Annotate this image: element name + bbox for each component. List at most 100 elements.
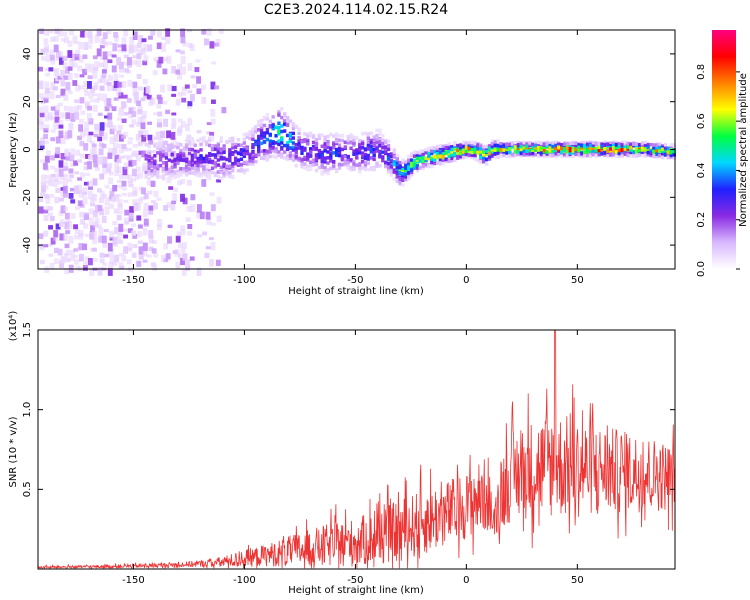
spectrogram-cell xyxy=(228,174,232,179)
spectrogram-cell xyxy=(67,220,73,230)
spectrogram-cell xyxy=(189,256,195,261)
spectrogram-cell xyxy=(50,237,56,245)
spectrogram-cell xyxy=(490,144,495,149)
spectrogram-cell xyxy=(389,173,394,177)
spectrogram-cell xyxy=(366,167,371,172)
spectrogram-cell xyxy=(58,124,64,129)
spectrogram-cell xyxy=(548,149,552,153)
spectrogram-cell xyxy=(337,143,342,147)
spectrogram-cell xyxy=(404,175,408,179)
spectrogram-cell xyxy=(196,166,200,171)
spectrogram-cell xyxy=(116,179,122,184)
spectrogram-cell xyxy=(609,152,613,156)
spectrogram-cell xyxy=(187,231,193,236)
spectrogram-cell xyxy=(433,161,437,166)
spectrogram-cell xyxy=(320,172,324,176)
spectrogram-cell xyxy=(135,153,141,162)
spectrogram-cell xyxy=(109,128,115,135)
spectrogram-cell xyxy=(297,139,301,143)
spectrogram-cell xyxy=(332,143,336,147)
spectrogram-cell xyxy=(516,143,521,147)
spectrogram-cell xyxy=(280,129,284,134)
spectrogram-cell xyxy=(50,137,56,142)
spectrogram-cell xyxy=(97,205,103,212)
spectrogram-cell xyxy=(447,154,451,159)
spectrogram-cell xyxy=(326,161,330,165)
spectrogram-cell xyxy=(323,160,327,164)
spectrogram-cell xyxy=(473,153,477,158)
spectrogram-cell xyxy=(184,157,189,161)
spectrogram-cell xyxy=(136,202,142,211)
spectrogram-cell xyxy=(358,151,362,155)
spectrogram-cell xyxy=(72,80,78,86)
spectrogram-cell xyxy=(493,143,497,148)
spectrogram-cell xyxy=(83,181,89,186)
spectrogram-cell xyxy=(352,167,356,172)
spectrogram-cell xyxy=(216,215,222,222)
spectrogram-cell xyxy=(366,132,371,136)
spectrogram-cell xyxy=(153,153,157,158)
spectrogram-cell xyxy=(87,134,92,143)
spectrogram-cell xyxy=(395,168,399,172)
spectrogram-cell xyxy=(117,81,123,88)
spectrogram-cell xyxy=(415,168,420,173)
spectrogram-cell xyxy=(150,150,156,154)
spectrogram-cell xyxy=(43,128,49,133)
spectrogram-cell xyxy=(68,235,74,244)
spectrogram-cell xyxy=(366,136,371,141)
spectrogram-cell xyxy=(167,146,171,150)
spectrogram-cell xyxy=(202,167,206,171)
spectrogram-cell xyxy=(190,147,195,152)
spectrogram-cell xyxy=(306,141,310,146)
spectrogram-cell xyxy=(375,162,379,167)
spectrogram-cell xyxy=(210,81,216,90)
spectrogram-cell xyxy=(487,157,492,161)
spectrogram-cell xyxy=(182,253,188,261)
spectrogram-cell xyxy=(85,172,90,176)
spectrogram-cell xyxy=(499,154,503,159)
spectrogram-cell xyxy=(38,233,44,240)
spectrogram-cell xyxy=(109,136,115,145)
spectrogram-cell xyxy=(48,225,53,230)
spectrogram-cell xyxy=(60,38,66,42)
spectrogram-cell xyxy=(542,142,547,147)
spectrogram-cell xyxy=(603,147,607,151)
spectrogram-cell xyxy=(476,146,480,151)
spectrogram-cell xyxy=(173,165,177,169)
spectrogram-cell xyxy=(136,215,142,221)
spectrogram-cell xyxy=(196,88,202,95)
spectrogram-cell xyxy=(40,192,45,197)
spectrogram-cell xyxy=(48,67,54,72)
spectrogram-cell xyxy=(482,153,486,158)
spectrogram-cell xyxy=(128,107,134,114)
spectrogram-cell xyxy=(162,100,168,105)
spectrogram-cell xyxy=(182,170,186,174)
spectrogram-cell xyxy=(652,146,656,150)
spectrogram-cell xyxy=(158,153,163,157)
spectrogram-cell xyxy=(401,171,405,176)
spectrogram-cell xyxy=(213,153,218,157)
spectrogram-cell xyxy=(180,179,186,185)
spectrogram-cell xyxy=(401,177,405,182)
spectrogram-cell xyxy=(88,190,93,200)
spectrogram-cell xyxy=(59,112,65,119)
spectrogram-cell xyxy=(542,148,547,153)
spectrogram-cell xyxy=(554,153,558,158)
spectrogram-cell xyxy=(69,154,75,162)
spectrogram-cell xyxy=(233,156,238,161)
spectrogram-cell xyxy=(326,142,330,146)
spectrogram-cell xyxy=(67,72,73,80)
spectrogram-cell xyxy=(219,136,223,140)
spectrogram-cell xyxy=(623,152,627,156)
spectrogram-cell xyxy=(444,151,448,155)
spectrogram-cell xyxy=(366,143,371,147)
spectrogram-cell xyxy=(326,171,330,176)
spectrogram-cell xyxy=(629,151,633,155)
spectrogram-cell xyxy=(94,61,100,69)
spectrogram-cell xyxy=(311,144,316,149)
spectrogram-cell xyxy=(97,93,103,101)
spectrogram-cell xyxy=(146,94,152,100)
spectrogram-cell xyxy=(461,155,466,160)
spectrogram-cell xyxy=(384,140,388,144)
spectrogram-cell xyxy=(99,258,105,264)
